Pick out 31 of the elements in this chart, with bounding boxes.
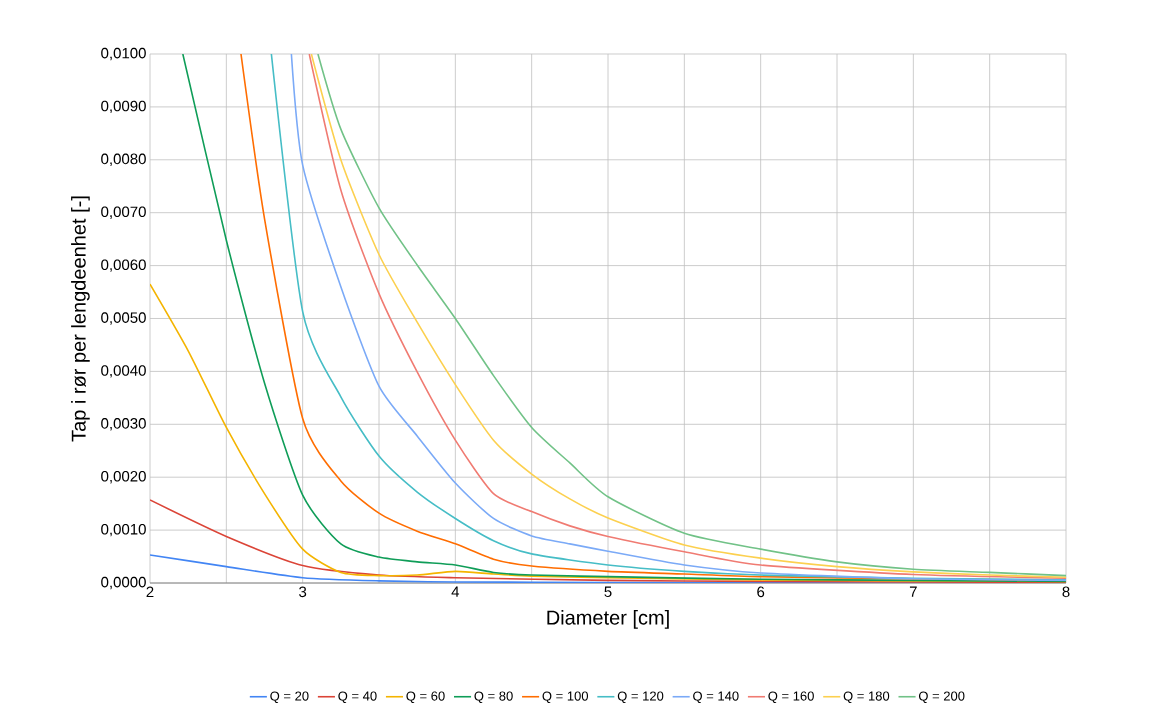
legend-label: Q = 60 bbox=[406, 691, 445, 703]
legend-label: Q = 140 bbox=[693, 691, 739, 703]
y-tick-label: 0,0020 bbox=[101, 471, 146, 484]
y-tick-label: 0,0040 bbox=[101, 365, 146, 378]
x-tick-label: 6 bbox=[757, 586, 765, 598]
line-series bbox=[150, 499, 1066, 583]
x-tick-label: 4 bbox=[451, 586, 460, 597]
y-tick-label: 0,0050 bbox=[101, 312, 146, 325]
y-axis-title: Tap i rør per lengdeenhet [-] bbox=[71, 196, 90, 442]
legend-label: Q = 180 bbox=[843, 691, 890, 703]
y-tick-label: 0,0030 bbox=[101, 418, 146, 431]
y-tick-label: 0,0100 bbox=[101, 47, 146, 61]
x-tick-label: 5 bbox=[604, 586, 612, 597]
legend-label: Q = 120 bbox=[617, 691, 664, 703]
y-tick-label: 0,0070 bbox=[101, 206, 146, 219]
legend-label: Q = 40 bbox=[338, 691, 377, 703]
legend-label: Q = 20 bbox=[270, 691, 309, 703]
x-tick-label: 7 bbox=[909, 586, 917, 597]
legend-label: Q = 160 bbox=[768, 691, 814, 703]
legend-label: Q = 80 bbox=[474, 691, 513, 703]
y-tick-label: 0,0090 bbox=[101, 100, 146, 114]
x-tick-label: 2 bbox=[146, 586, 154, 598]
legend-label: Q = 200 bbox=[918, 691, 965, 703]
y-tick-label: 0,0010 bbox=[101, 523, 146, 537]
legend-label: Q = 100 bbox=[542, 691, 589, 703]
y-tick-label: 0,0080 bbox=[101, 153, 146, 166]
x-tick-label: 8 bbox=[1062, 586, 1070, 598]
x-axis-title: Diameter [cm] bbox=[547, 610, 669, 629]
y-tick-label: 0,0000 bbox=[101, 576, 146, 590]
x-tick-label: 3 bbox=[299, 586, 307, 598]
y-tick-label: 0,0060 bbox=[101, 259, 146, 272]
